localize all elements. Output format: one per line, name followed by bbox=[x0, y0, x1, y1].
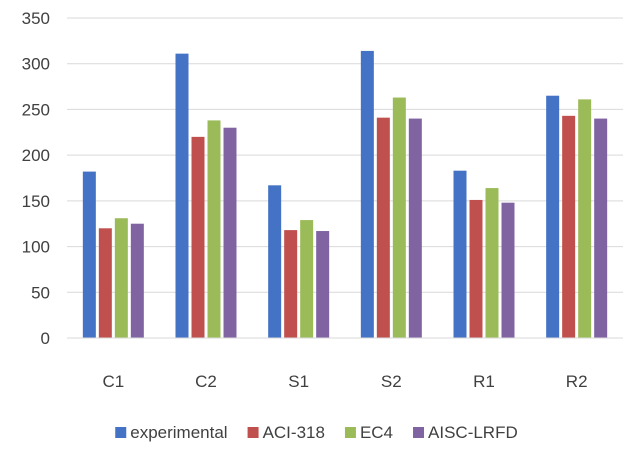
bar-ec4-c2 bbox=[207, 120, 221, 339]
bar-aci-318-r1 bbox=[469, 199, 483, 338]
bar-experimental-c1 bbox=[82, 171, 96, 338]
bar-experimental-c2 bbox=[175, 53, 189, 339]
bar-experimental-r1 bbox=[453, 170, 467, 338]
legend-label: experimental bbox=[130, 423, 227, 442]
bar-ec4-s2 bbox=[392, 97, 406, 339]
y-tick-label: 100 bbox=[22, 238, 50, 257]
legend-item: AISC-LRFD bbox=[413, 423, 518, 442]
bar-aci-318-c1 bbox=[98, 228, 112, 338]
y-tick-label: 300 bbox=[22, 55, 50, 74]
bar-ec4-r2 bbox=[578, 99, 592, 338]
bar-ec4-s1 bbox=[300, 220, 314, 338]
x-axis-tick-labels: C1 C2 S1 S2 R1 R2 bbox=[102, 372, 587, 391]
legend-item: EC4 bbox=[344, 423, 393, 442]
bar-aisc-lrfd-s2 bbox=[408, 118, 422, 338]
legend-item: ACI-318 bbox=[247, 423, 325, 442]
legend-label: EC4 bbox=[360, 423, 393, 442]
bar-aisc-lrfd-r1 bbox=[501, 202, 515, 338]
legend-swatch bbox=[344, 427, 356, 438]
y-tick-label: 350 bbox=[22, 9, 50, 28]
gridlines bbox=[67, 17, 623, 293]
legend-label: AISC-LRFD bbox=[428, 423, 518, 442]
legend-swatch bbox=[413, 427, 425, 438]
bar-ec4-r1 bbox=[485, 188, 499, 338]
bar-experimental-s2 bbox=[360, 50, 374, 339]
y-axis-tick-labels: 0 50 100 150 200 250 300 350 bbox=[22, 9, 50, 348]
bar-aci-318-s1 bbox=[284, 230, 298, 338]
y-tick-label: 0 bbox=[41, 329, 50, 348]
bar-aisc-lrfd-c1 bbox=[130, 223, 144, 338]
legend-swatch bbox=[247, 427, 259, 438]
x-tick-label: R1 bbox=[473, 372, 495, 391]
y-tick-label: 150 bbox=[22, 192, 50, 211]
bar-experimental-s1 bbox=[268, 185, 282, 338]
bar-aci-318-c2 bbox=[191, 136, 205, 338]
x-tick-label: S2 bbox=[381, 372, 402, 391]
bar-aisc-lrfd-r2 bbox=[594, 118, 608, 338]
x-tick-label: R2 bbox=[566, 372, 588, 391]
bar-experimental-r2 bbox=[546, 95, 560, 338]
legend-label: ACI-318 bbox=[263, 423, 325, 442]
y-tick-label: 200 bbox=[22, 146, 50, 165]
bar-aci-318-s2 bbox=[376, 117, 390, 339]
x-tick-label: S1 bbox=[288, 372, 309, 391]
bar-aisc-lrfd-c2 bbox=[223, 127, 237, 338]
y-tick-label: 250 bbox=[22, 100, 50, 119]
legend: experimental ACI-318 EC4 AISC-LRFD bbox=[115, 423, 518, 442]
x-tick-label: C2 bbox=[195, 372, 217, 391]
legend-swatch bbox=[115, 427, 127, 438]
bars bbox=[82, 50, 608, 339]
bar-aisc-lrfd-s1 bbox=[316, 231, 330, 338]
y-tick-label: 50 bbox=[31, 283, 50, 302]
legend-item: experimental bbox=[115, 423, 228, 442]
bar-aci-318-r2 bbox=[562, 115, 576, 338]
bar-ec4-c1 bbox=[114, 218, 128, 338]
x-tick-label: C1 bbox=[102, 372, 124, 391]
